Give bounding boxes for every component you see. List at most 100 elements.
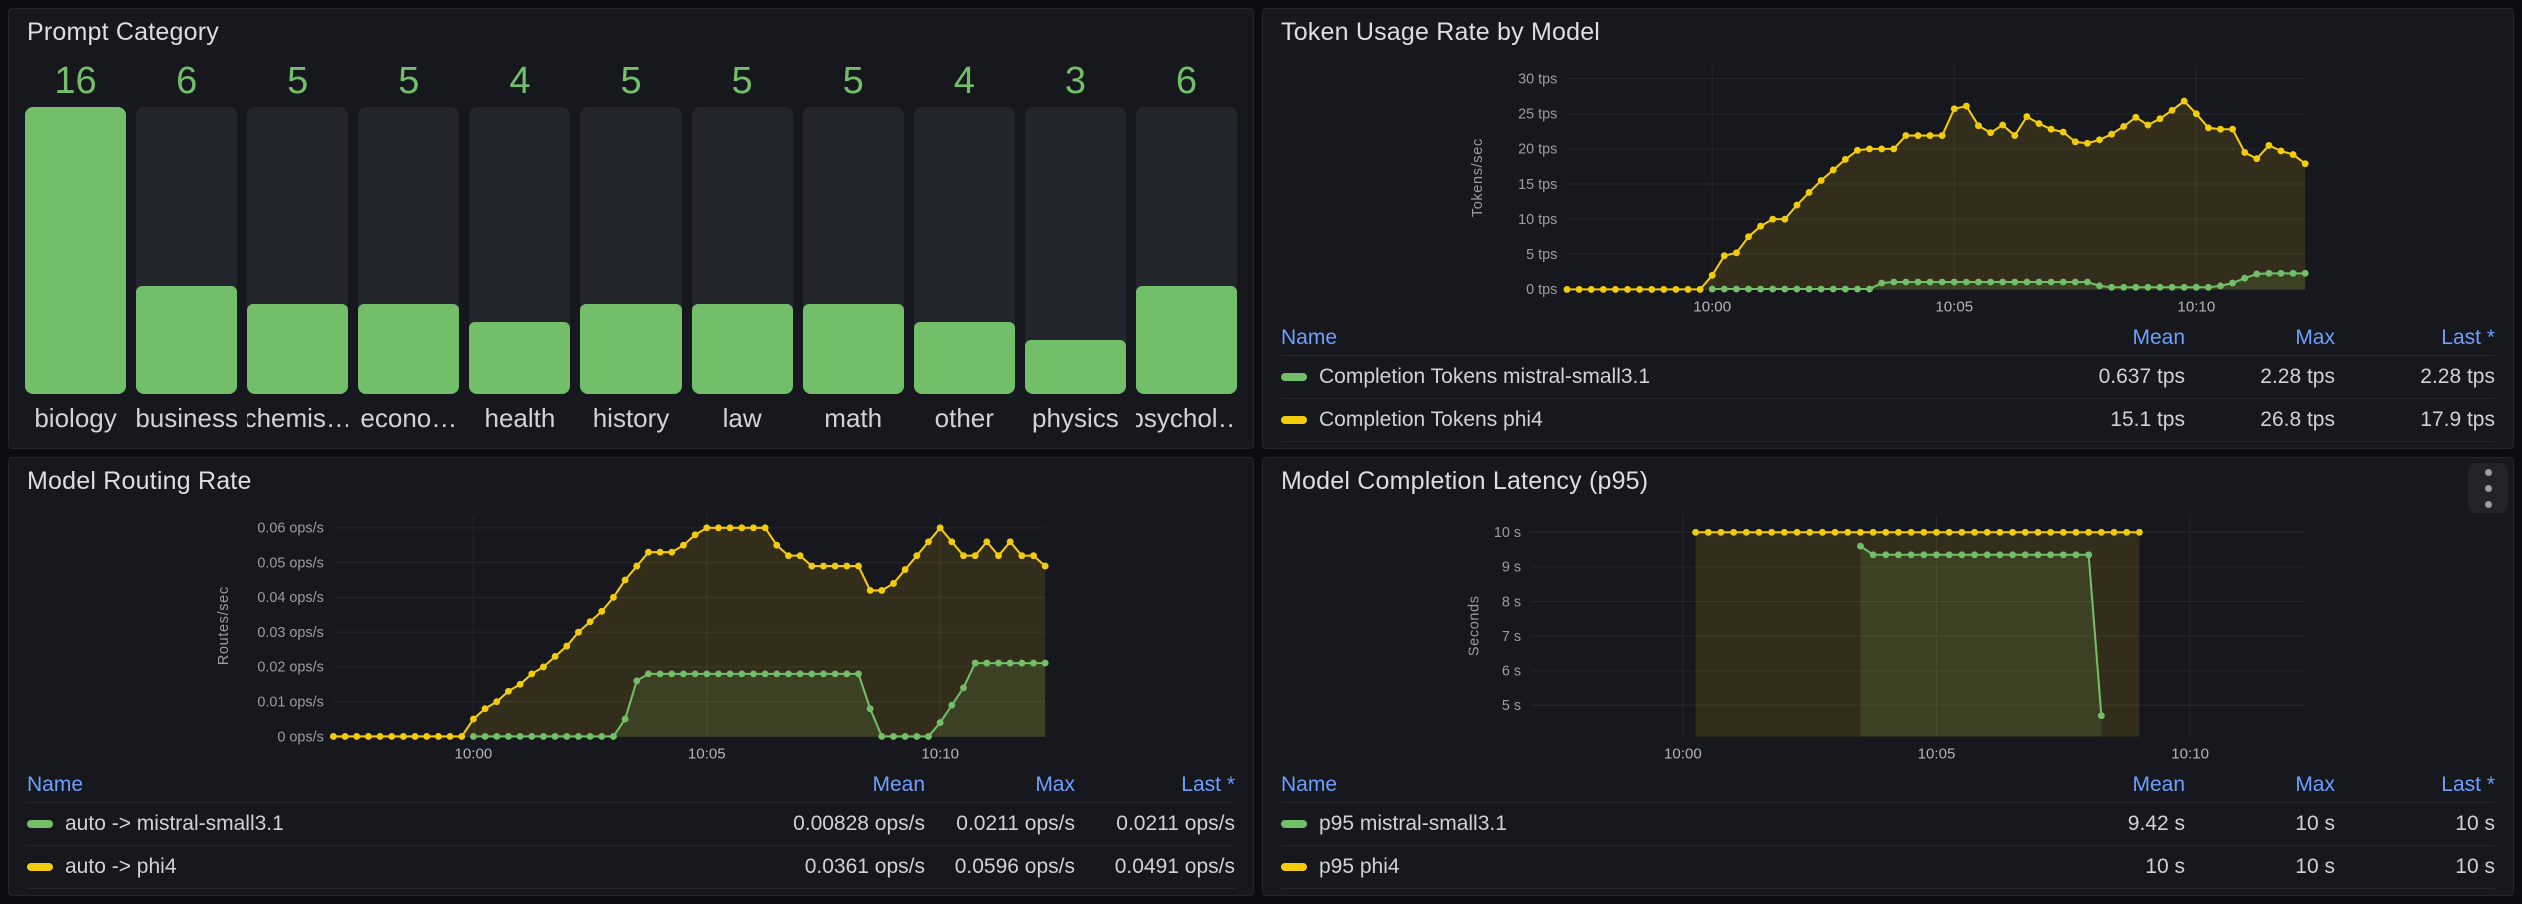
legend-table: Name Mean Max Last * p95 mistral-small3.1 9.4… — [1263, 768, 2513, 895]
series-point — [1587, 285, 1595, 293]
legend-series-name[interactable]: auto -> mistral-small3.1 — [27, 812, 725, 836]
bar-track — [1024, 107, 1126, 394]
series-point — [1599, 285, 1607, 293]
series-point — [1971, 551, 1978, 559]
legend-series-name[interactable]: p95 mistral-small3.1 — [1281, 812, 1985, 836]
series-point — [2096, 282, 2103, 290]
bar-value-label: 4 — [509, 59, 531, 102]
series-point — [2120, 122, 2128, 130]
series-point — [1983, 551, 1991, 559]
legend-column-header[interactable]: Name — [27, 773, 84, 796]
y-axis-tick-label: 0.02 ops/s — [257, 660, 323, 676]
panel-header[interactable]: Token Usage Rate by Model — [1263, 9, 2513, 55]
series-point — [469, 733, 477, 740]
legend-column-header[interactable]: Last * — [2441, 326, 2495, 349]
bar-gauge-chart[interactable]: 16 biology 6 business 5 chemis… 5 econo… 4 health… — [9, 55, 1253, 448]
x-axis-tick-label: 10:10 — [921, 745, 959, 762]
series-point — [586, 618, 594, 626]
kebab-dot — [2484, 484, 2492, 492]
legend-column-header[interactable]: Name — [1281, 326, 1338, 349]
series-point — [936, 524, 944, 532]
series-color-swatch — [27, 820, 53, 828]
series-point — [761, 670, 769, 678]
series-point — [995, 552, 1002, 560]
bar-gauge-column: 6 psychol… — [1135, 55, 1238, 442]
legend-value: 0.0211 ops/s — [1116, 812, 1235, 835]
legend-column-header[interactable]: Mean — [2132, 773, 2185, 796]
series-point — [610, 593, 617, 601]
series-point — [2011, 278, 2019, 286]
legend-series-name[interactable]: p95 phi4 — [1281, 855, 1985, 879]
series-point — [1971, 528, 1978, 536]
series-point — [2023, 113, 2031, 121]
series-point — [2108, 130, 2116, 138]
legend-column-header[interactable]: Max — [1035, 773, 1075, 796]
time-series-chart[interactable]: 5 s 6 s 7 s 8 s 9 s 10 s 10:00 10:05 10:10 Second… — [1263, 504, 2513, 768]
time-series-chart[interactable]: 0 tps 5 tps 10 tps 15 tps 20 tps 25 tps 30 tps… — [1263, 55, 2513, 321]
series-point — [2123, 528, 2131, 536]
legend-value: 9.42 s — [2127, 812, 2185, 835]
legend-column-header[interactable]: Max — [2295, 326, 2335, 349]
series-point — [504, 733, 512, 740]
series-point — [750, 524, 757, 532]
series-point — [831, 670, 839, 678]
time-series-chart[interactable]: 0 ops/s 0.01 ops/s 0.02 ops/s 0.03 ops/s 0.0… — [9, 504, 1253, 768]
series-point — [680, 670, 687, 678]
series-point — [1895, 551, 1902, 559]
series-point — [2009, 528, 2017, 536]
legend-column-header[interactable]: Last * — [2441, 773, 2495, 796]
series-point — [1933, 528, 1940, 536]
series-point — [2132, 283, 2140, 291]
series-point — [691, 670, 699, 678]
bar-value-label: 5 — [620, 59, 642, 102]
series-point — [1755, 528, 1763, 536]
series-point — [1926, 132, 1934, 139]
series-point — [598, 733, 606, 740]
legend-series-name[interactable]: Completion Tokens phi4 — [1281, 408, 1985, 432]
series-point — [1575, 285, 1583, 293]
bar-category-label: chemis… — [247, 402, 349, 433]
legend-series-row: auto -> phi4 0.0361 ops/s 0.0596 ops/s 0.04… — [27, 846, 1235, 889]
series-point — [1895, 528, 1902, 536]
legend-column-header[interactable]: Mean — [872, 773, 925, 796]
panel-header[interactable]: Model Routing Rate — [9, 458, 1253, 504]
kebab-menu-icon[interactable] — [2468, 463, 2508, 513]
legend-column-header[interactable]: Mean — [2132, 326, 2185, 349]
series-point — [1866, 285, 1873, 293]
series-point — [2072, 551, 2080, 559]
series-point — [1780, 528, 1788, 536]
legend-series-row: auto -> mistral-small3.1 0.00828 ops/s 0.0… — [27, 803, 1235, 846]
legend-value: 2.28 tps — [2260, 365, 2335, 388]
legend-series-name[interactable]: auto -> phi4 — [27, 855, 725, 879]
series-point — [2021, 551, 2029, 559]
series-point — [434, 733, 442, 740]
series-point — [1730, 528, 1738, 536]
series-point — [2144, 121, 2152, 129]
series-point — [2035, 120, 2043, 128]
series-point — [2144, 283, 2152, 291]
bar-fill — [136, 286, 238, 394]
bar-fill — [469, 322, 571, 394]
series-point — [1648, 285, 1656, 293]
series-point — [750, 670, 757, 678]
legend-column-header[interactable]: Last * — [1181, 773, 1235, 796]
bar-track — [25, 107, 127, 394]
series-point — [1890, 145, 1898, 153]
series-point — [808, 670, 816, 678]
series-point — [1902, 278, 1910, 286]
legend-header-row: Name Mean Max Last * — [1281, 768, 2495, 803]
legend-column-header[interactable]: Max — [2295, 773, 2335, 796]
series-point — [820, 670, 827, 678]
series-point — [1006, 538, 1014, 546]
series-point — [1882, 528, 1890, 536]
panel-header[interactable]: Prompt Category — [9, 9, 1253, 55]
legend-series-name[interactable]: Completion Tokens mistral-small3.1 — [1281, 365, 1985, 389]
bar-category-label: history — [592, 402, 670, 433]
series-name-text: auto -> phi4 — [65, 855, 177, 878]
series-point — [2253, 270, 2261, 278]
series-point — [1829, 166, 1837, 174]
legend-column-header[interactable]: Name — [1281, 773, 1338, 796]
series-area-fill — [1712, 273, 2306, 290]
panel-header[interactable]: Model Completion Latency (p95) — [1263, 458, 2513, 504]
series-name-text: Completion Tokens phi4 — [1319, 408, 1543, 431]
